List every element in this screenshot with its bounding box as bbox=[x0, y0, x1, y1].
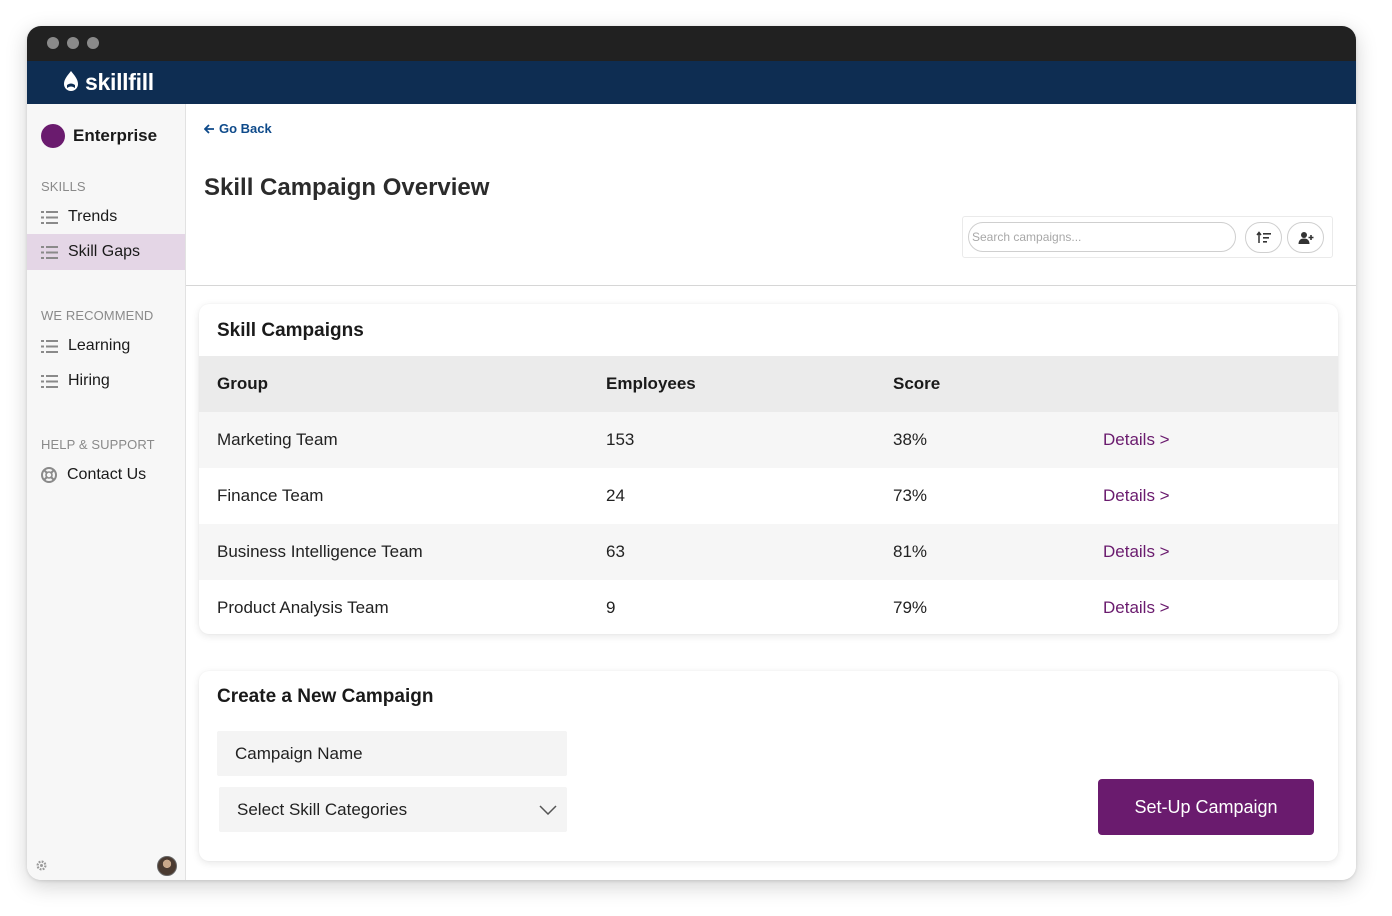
cell-employees: 24 bbox=[606, 486, 625, 505]
card-title: Skill Campaigns bbox=[217, 320, 364, 341]
org-name: Enterprise bbox=[73, 126, 158, 145]
campaign-name-field[interactable]: Campaign Name bbox=[217, 731, 567, 776]
brand-logo[interactable]: skillfill bbox=[61, 69, 154, 95]
skill-categories-select[interactable]: Select Skill Categories bbox=[219, 787, 567, 832]
list-icon bbox=[41, 374, 58, 388]
table-row: Product Analysis Team 9 79% Details > bbox=[199, 580, 1338, 634]
sort-icon bbox=[1255, 230, 1271, 243]
brand-name: skillfill bbox=[85, 68, 154, 95]
arrow-left-icon bbox=[204, 123, 214, 134]
cell-score: 79% bbox=[893, 598, 928, 617]
main-content: Go Back Skill Campaign Overview Skill bbox=[186, 104, 1356, 880]
app-header: skillfill bbox=[27, 61, 1356, 104]
section-label-help-support: HELP & SUPPORT bbox=[41, 437, 155, 452]
search-input[interactable] bbox=[968, 222, 1236, 252]
cell-score: 73% bbox=[893, 486, 928, 505]
list-icon bbox=[41, 245, 58, 259]
card-title: Create a New Campaign bbox=[217, 686, 434, 707]
table-header: Group Employees Score bbox=[199, 356, 1338, 412]
sidebar: Enterprise SKILLS Trends Skill Gaps WE R… bbox=[27, 104, 186, 880]
create-campaign-card: Create a New Campaign Campaign Name Sele… bbox=[199, 671, 1338, 861]
set-up-campaign-button[interactable]: Set-Up Campaign bbox=[1098, 779, 1314, 835]
details-link[interactable]: Details > bbox=[1103, 542, 1170, 561]
section-label-skills: SKILLS bbox=[41, 179, 86, 194]
org-avatar bbox=[41, 124, 65, 148]
column-header-group: Group bbox=[217, 374, 268, 393]
app-window: skillfill Enterprise SKILLS Trends Skill… bbox=[27, 26, 1356, 880]
cell-score: 81% bbox=[893, 542, 928, 561]
column-header-score: Score bbox=[893, 374, 941, 393]
table-row: Business Intelligence Team 63 81% Detail… bbox=[199, 524, 1338, 580]
table-row: Finance Team 24 73% Details > bbox=[199, 468, 1338, 524]
list-icon bbox=[41, 339, 58, 353]
add-user-button[interactable] bbox=[1287, 222, 1324, 253]
cell-employees: 153 bbox=[606, 430, 635, 449]
sidebar-item-label: Contact Us bbox=[67, 466, 147, 483]
column-header-employees: Employees bbox=[606, 374, 696, 393]
sidebar-item-learning[interactable]: Learning bbox=[27, 328, 185, 364]
sidebar-item-label: Learning bbox=[68, 337, 131, 354]
go-back-label: Go Back bbox=[219, 121, 272, 136]
sidebar-item-label: Hiring bbox=[68, 372, 110, 389]
user-avatar[interactable] bbox=[157, 856, 177, 876]
header-divider bbox=[186, 285, 1356, 286]
cell-employees: 9 bbox=[606, 598, 616, 617]
add-user-icon bbox=[1298, 231, 1313, 244]
window-titlebar bbox=[27, 26, 1356, 61]
campaign-name-placeholder: Campaign Name bbox=[235, 743, 363, 763]
window-close-button[interactable] bbox=[47, 37, 59, 49]
list-icon bbox=[41, 210, 58, 224]
details-link[interactable]: Details > bbox=[1103, 598, 1170, 617]
sidebar-item-skill-gaps[interactable]: Skill Gaps bbox=[27, 234, 185, 270]
cell-group: Finance Team bbox=[217, 486, 324, 505]
sidebar-item-hiring[interactable]: Hiring bbox=[27, 363, 185, 399]
chevron-down-icon bbox=[539, 804, 557, 815]
table-row: Marketing Team 153 38% Details > bbox=[199, 412, 1338, 468]
skill-categories-value: Select Skill Categories bbox=[237, 799, 408, 819]
cell-group: Marketing Team bbox=[217, 430, 338, 449]
skillfill-logo-icon bbox=[64, 71, 78, 91]
campaign-toolbar bbox=[962, 216, 1333, 258]
window-minimize-button[interactable] bbox=[67, 37, 79, 49]
sort-button[interactable] bbox=[1245, 222, 1282, 253]
page-title: Skill Campaign Overview bbox=[204, 174, 490, 201]
section-label-we-recommend: WE RECOMMEND bbox=[41, 308, 154, 323]
cell-group: Business Intelligence Team bbox=[217, 542, 423, 561]
details-link[interactable]: Details > bbox=[1103, 430, 1170, 449]
cell-score: 38% bbox=[893, 430, 928, 449]
details-link[interactable]: Details > bbox=[1103, 486, 1170, 505]
skill-campaigns-card: Skill Campaigns Group Employees Score Ma… bbox=[199, 304, 1338, 634]
cell-group: Product Analysis Team bbox=[217, 598, 389, 617]
cell-employees: 63 bbox=[606, 542, 625, 561]
sidebar-item-trends[interactable]: Trends bbox=[27, 199, 185, 235]
sidebar-item-label: Trends bbox=[68, 208, 118, 225]
sidebar-item-contact-us[interactable]: Contact Us bbox=[27, 457, 185, 493]
gear-icon[interactable] bbox=[35, 859, 48, 872]
go-back-link[interactable]: Go Back bbox=[204, 121, 272, 136]
lifebuoy-icon bbox=[41, 467, 57, 483]
org-switcher[interactable]: Enterprise bbox=[41, 124, 157, 148]
window-maximize-button[interactable] bbox=[87, 37, 99, 49]
sidebar-item-label: Skill Gaps bbox=[68, 243, 141, 260]
